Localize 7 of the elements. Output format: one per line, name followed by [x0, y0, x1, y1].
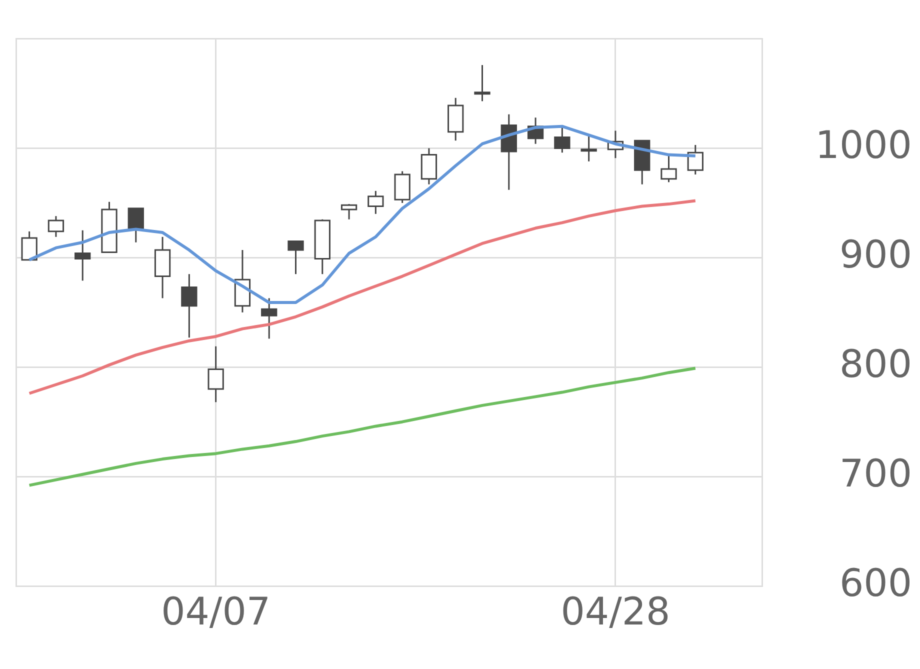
- x-tick-label: 04/28: [560, 590, 670, 634]
- y-tick-label: 800: [839, 342, 912, 386]
- y-tick-label: 1000: [815, 123, 912, 168]
- y-tick-label: 700: [839, 451, 912, 496]
- y-tick-label: 600: [839, 560, 912, 605]
- y-tick-label: 900: [839, 232, 912, 277]
- x-tick-label: 04/07: [161, 590, 271, 634]
